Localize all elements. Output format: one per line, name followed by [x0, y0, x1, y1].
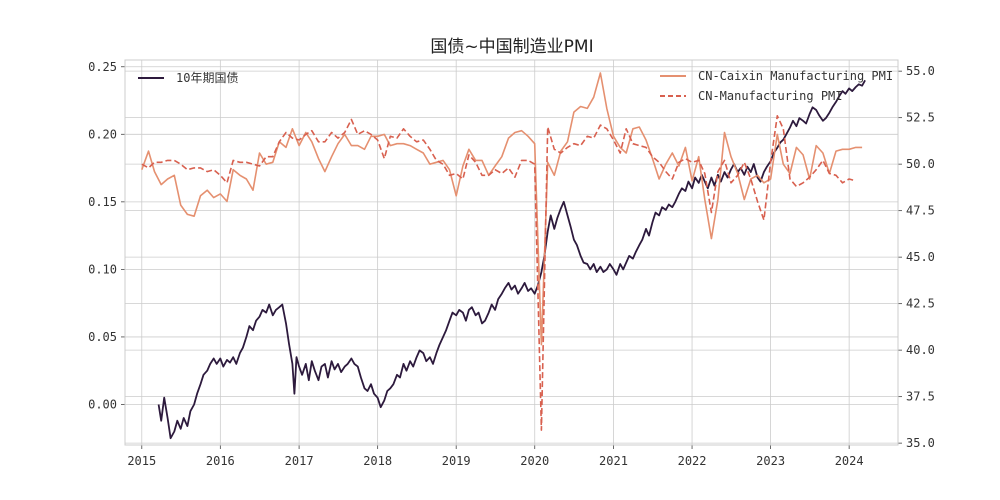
x-tick-label: 2015 — [127, 454, 156, 468]
right-tick-label: 35.0 — [906, 436, 935, 450]
x-tick-label: 2022 — [678, 454, 707, 468]
left-tick-label: 0.00 — [88, 397, 117, 411]
right-tick-label: 40.0 — [906, 343, 935, 357]
x-tick-label: 2018 — [363, 454, 392, 468]
left-tick-label: 0.20 — [88, 127, 117, 141]
legend-right: CN-Caixin Manufacturing PMI CN-Manufactur… — [660, 69, 893, 103]
left-tick-label: 0.15 — [88, 195, 117, 209]
left-tick-label: 0.05 — [88, 330, 117, 344]
x-tick-label: 2017 — [285, 454, 314, 468]
x-tick-label: 2020 — [520, 454, 549, 468]
legend-label: CN-Manufacturing PMI — [698, 89, 843, 103]
x-tick-label: 2019 — [442, 454, 471, 468]
series-line-1 — [141, 72, 863, 346]
right-tick-label: 55.0 — [906, 64, 935, 78]
right-tick-label: 47.5 — [906, 204, 935, 218]
axes: 2015 2016 2017 2018 2019 2020 2021 2022 2023 2024… — [88, 59, 935, 468]
x-tick-label: 2016 — [206, 454, 235, 468]
series-lines — [141, 72, 866, 440]
right-tick-label: 52.5 — [906, 111, 935, 125]
right-tick-label: 50.0 — [906, 157, 935, 171]
left-tick-label: 0.10 — [88, 262, 117, 276]
legend-label: CN-Caixin Manufacturing PMI — [698, 69, 893, 83]
right-tick-label: 42.5 — [906, 297, 935, 311]
x-tick-label: 2023 — [756, 454, 785, 468]
grid-lines — [125, 60, 898, 445]
chart-title: 国债~中国制造业PMI — [430, 37, 593, 57]
right-tick-label: 45.0 — [906, 250, 935, 264]
series-line-2 — [141, 115, 857, 431]
legend-left: 10年期国债 — [138, 71, 238, 85]
plot-frame — [124, 59, 899, 446]
x-tick-label: 2021 — [599, 454, 628, 468]
x-tick-label: 2024 — [835, 454, 864, 468]
right-tick-label: 37.5 — [906, 390, 935, 404]
left-tick-label: 0.25 — [88, 60, 117, 74]
legend-label: 10年期国债 — [176, 71, 238, 85]
